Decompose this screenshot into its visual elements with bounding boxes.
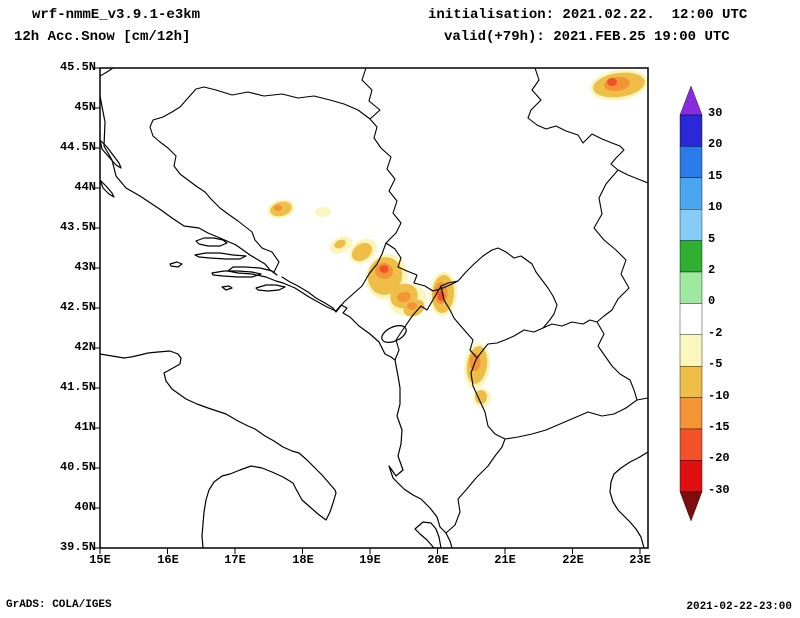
lat-label: 45.5N — [59, 60, 96, 74]
snow-patches-deep — [379, 78, 617, 301]
lat-label: 44.5N — [59, 140, 96, 154]
lon-label: 19E — [359, 553, 381, 567]
snow-patch — [397, 291, 411, 303]
colorbar-label: 0 — [708, 294, 716, 308]
colorbar-segment — [679, 271, 703, 304]
colorbar-segment — [679, 240, 703, 273]
lat-label: 43.5N — [59, 220, 96, 234]
coastline-east-adriatic — [100, 95, 453, 548]
snow-patch — [607, 78, 617, 86]
lat-label: 41N — [74, 420, 96, 434]
lat-label: 45N — [74, 100, 96, 114]
lat-label: 44N — [74, 180, 96, 194]
colorbar-segment — [679, 114, 703, 147]
colorbar-segment — [679, 460, 703, 492]
colorbar-label: -15 — [708, 420, 730, 434]
lat-label: 41.5N — [59, 380, 96, 394]
snow-patch — [407, 302, 417, 310]
model-title: wrf-nmmE_v3.9.1-e3km — [32, 7, 201, 23]
colorbar-label: 15 — [708, 169, 723, 183]
snow-patch — [351, 242, 373, 262]
colorbar-label: -30 — [708, 483, 730, 497]
map-frame — [99, 67, 649, 549]
islands-dalmatian — [100, 139, 286, 292]
colorbar-arrow-top — [679, 85, 703, 116]
lon-label: 17E — [224, 553, 246, 567]
colorbar-label: 20 — [708, 137, 723, 151]
lon-label: 22E — [562, 553, 584, 567]
axis-ticks — [94, 67, 641, 554]
colorbar-arrow-bottom — [679, 491, 703, 522]
snow-patch — [334, 239, 346, 249]
colorbar-label: -10 — [708, 389, 730, 403]
lat-label: 40.5N — [59, 460, 96, 474]
snow-patches-cream — [267, 69, 648, 408]
lon-label: 21E — [494, 553, 516, 567]
lon-label: 18E — [292, 553, 314, 567]
colorbar-label: -5 — [708, 357, 723, 371]
coastline-italy — [100, 350, 337, 548]
lon-label: 20E — [427, 553, 449, 567]
field-title: 12h Acc.Snow [cm/12h] — [14, 29, 191, 45]
colorbar-label: -2 — [708, 326, 723, 340]
colorbar-label: 2 — [708, 263, 716, 277]
colorbar-segment — [679, 208, 703, 241]
colorbar-label: 30 — [708, 106, 723, 120]
lon-label: 16E — [157, 553, 179, 567]
coastline-greece-east — [609, 451, 648, 548]
lat-label: 42N — [74, 340, 96, 354]
lon-label: 15E — [89, 553, 111, 567]
colorbar-segment — [679, 397, 703, 430]
lon-label: 23E — [629, 553, 651, 567]
lat-label: 39.5N — [59, 540, 96, 554]
island-corfu — [414, 521, 442, 548]
colorbar-segment — [679, 177, 703, 210]
colorbar-label: 5 — [708, 232, 716, 246]
colorbar-label: -20 — [708, 451, 730, 465]
colorbar-segment — [679, 303, 703, 335]
lat-label: 40N — [74, 500, 96, 514]
colorbar-segment — [679, 146, 703, 178]
colorbar-segment — [679, 366, 703, 398]
snow-patches-gold — [270, 72, 645, 404]
snow-patch — [475, 390, 487, 404]
snow-patches-orange — [274, 76, 630, 371]
colorbar-segment — [679, 428, 703, 461]
lat-label: 43N — [74, 260, 96, 274]
colorbar-segment — [679, 334, 703, 367]
country-borders — [100, 68, 648, 534]
creation-timestamp: 2021-02-22-23:00 — [686, 601, 792, 613]
snow-patch — [315, 206, 331, 218]
valid-time: valid(+79h): 2021.FEB.25 19:00 UTC — [444, 29, 730, 45]
lake-skadar — [381, 325, 407, 343]
snow-patch — [379, 265, 389, 273]
lat-label: 42.5N — [59, 300, 96, 314]
init-time: initialisation: 2021.02.22. 12:00 UTC — [428, 7, 748, 23]
grads-credit: GrADS: COLA/IGES — [6, 599, 112, 611]
snow-patch — [274, 205, 282, 211]
colorbar-label: 10 — [708, 200, 723, 214]
colorbar — [679, 85, 703, 522]
